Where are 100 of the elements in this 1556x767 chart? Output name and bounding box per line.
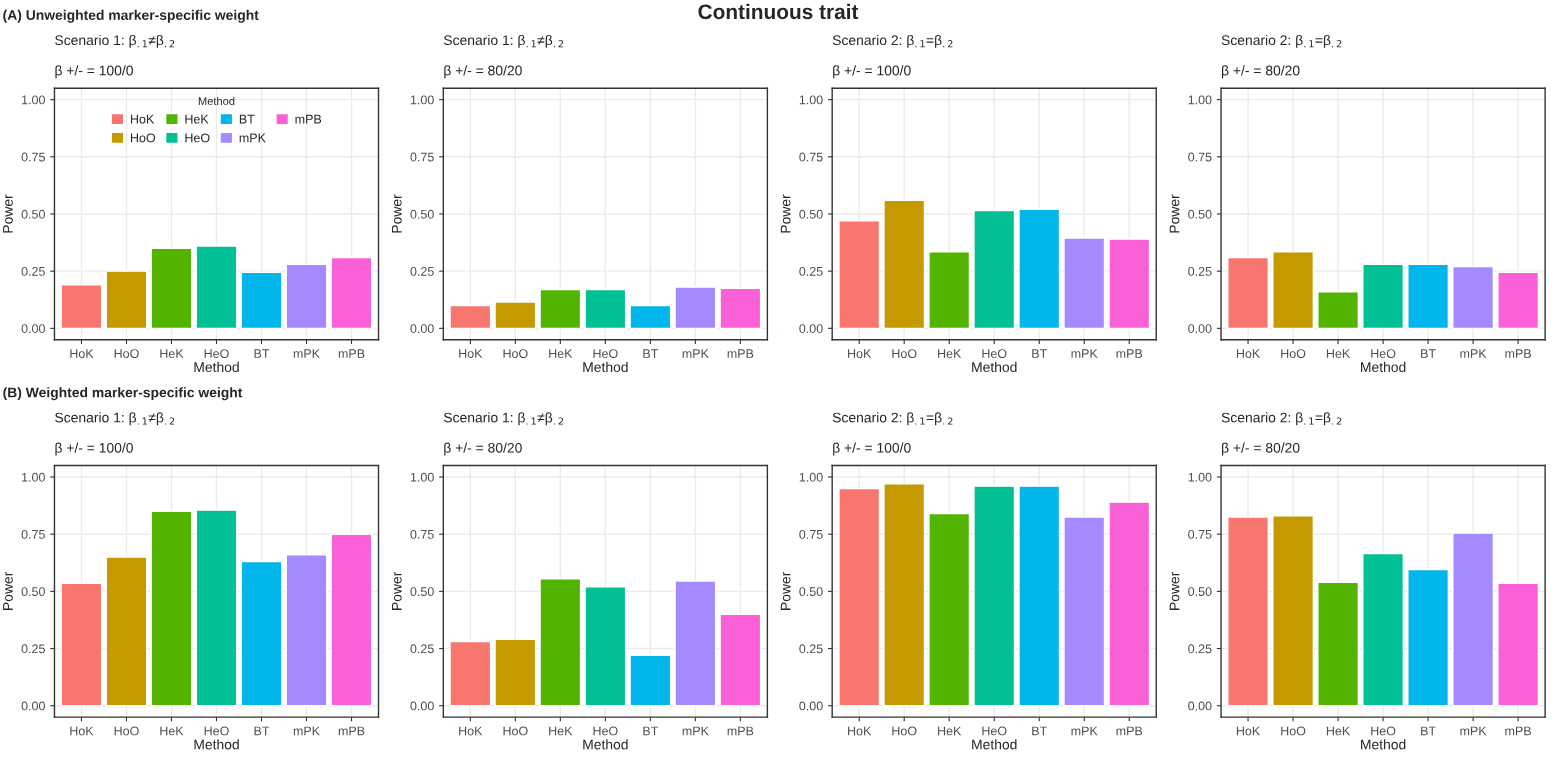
- y-axis-title: Power: [3, 571, 13, 610]
- x-tick-label: HoK: [848, 349, 872, 358]
- legend-title: Method: [198, 96, 235, 106]
- bar: [195, 509, 238, 707]
- bar: [330, 533, 373, 707]
- x-tick-label: HoK: [1236, 726, 1261, 736]
- x-tick-label: HeO: [204, 349, 229, 358]
- y-tick-label: 0.50: [1188, 209, 1212, 219]
- y-axis-title: Power: [1169, 571, 1180, 610]
- x-tick-label: mPK: [1071, 726, 1098, 736]
- x-axis-title: Method: [972, 361, 1017, 373]
- chart-subtitle: β +/- = 80/20: [444, 442, 522, 456]
- x-tick-label: HoO: [503, 726, 528, 736]
- y-axis-title: Power: [1169, 194, 1180, 233]
- y-tick-label: 1.00: [22, 472, 45, 482]
- x-tick-label: mPB: [727, 349, 754, 358]
- bar: [928, 251, 971, 330]
- x-tick-label: HoK: [1236, 349, 1261, 358]
- bar: [1362, 552, 1405, 707]
- y-axis-title: Power: [391, 194, 402, 233]
- bar: [105, 556, 148, 707]
- chart-title: Scenario 1: β$_{.1}$≠β$_{.2}$: [443, 412, 564, 426]
- y-tick-label: 0.25: [1188, 266, 1212, 276]
- x-tick-label: HoK: [459, 726, 483, 736]
- y-tick-label: 0.75: [799, 152, 823, 162]
- bar: [629, 654, 672, 707]
- legend-label: BT: [239, 114, 255, 124]
- y-axis-title: Power: [3, 194, 13, 233]
- x-tick-label: BT: [1421, 349, 1436, 358]
- chart-subtitle: β +/- = 100/0: [833, 65, 911, 79]
- bar: [719, 613, 762, 707]
- y-tick-label: 0.25: [799, 644, 823, 654]
- bar: [494, 638, 537, 707]
- bar: [1362, 263, 1405, 330]
- legend-label: mPK: [239, 133, 266, 143]
- x-tick-label: BT: [643, 726, 659, 736]
- y-tick-label: 1.00: [410, 95, 434, 105]
- y-tick-label: 0.00: [1188, 324, 1212, 333]
- y-tick-label: 0.00: [799, 701, 823, 711]
- chart-subtitle: β +/- = 80/20: [1222, 442, 1300, 456]
- chart-subtitle: β +/- = 100/0: [55, 65, 133, 79]
- bar: [1497, 271, 1540, 330]
- x-tick-label: mPB: [727, 726, 754, 736]
- bar: [1272, 251, 1315, 330]
- bar: [1018, 208, 1061, 330]
- bar: [1452, 265, 1495, 330]
- x-tick-label: HoO: [892, 349, 917, 358]
- x-axis-title: Method: [194, 361, 239, 373]
- x-tick-label: HeK: [938, 726, 962, 736]
- y-tick-label: 0.75: [21, 152, 45, 162]
- y-axis-title: Power: [780, 194, 791, 233]
- x-tick-label: HoK: [848, 726, 872, 736]
- x-tick-label: mPK: [293, 726, 320, 736]
- bar: [1317, 581, 1360, 707]
- x-tick-label: HeK: [1326, 349, 1351, 358]
- x-axis-title: Method: [583, 739, 628, 750]
- bar: [973, 209, 1016, 330]
- y-tick-label: 0.50: [21, 209, 45, 219]
- x-tick-label: mPK: [1071, 349, 1098, 358]
- y-tick-label: 0.50: [410, 587, 434, 597]
- x-tick-label: HeK: [160, 726, 184, 736]
- y-tick-label: 0.50: [410, 209, 434, 219]
- x-tick-label: mPB: [1505, 726, 1531, 736]
- y-tick-label: 1.00: [1188, 472, 1212, 482]
- bar: [629, 304, 672, 330]
- x-tick-label: HoO: [1281, 349, 1306, 358]
- x-tick-label: HoO: [503, 349, 528, 358]
- bar: [1063, 516, 1106, 707]
- x-axis-title: Method: [1361, 361, 1406, 373]
- y-tick-label: 1.00: [410, 472, 434, 482]
- x-axis-title: Method: [972, 739, 1017, 750]
- x-tick-label: HeO: [1371, 349, 1396, 358]
- bar: [285, 554, 328, 707]
- x-tick-label: HeO: [593, 349, 618, 358]
- y-tick-label: 1.00: [22, 95, 45, 105]
- bar: [838, 220, 881, 330]
- x-tick-label: HeO: [1371, 726, 1396, 736]
- y-tick-label: 1.00: [799, 472, 823, 482]
- chart-title: Scenario 1: β$_{.1}$≠β$_{.2}$: [55, 412, 175, 426]
- x-tick-label: HeO: [982, 349, 1007, 358]
- x-tick-label: mPB: [338, 349, 365, 358]
- y-tick-label: 0.50: [1188, 587, 1212, 597]
- x-tick-label: HeK: [938, 349, 962, 358]
- bar: [1407, 568, 1450, 707]
- y-tick-label: 0.00: [410, 324, 434, 333]
- legend-label: HoK: [130, 114, 155, 124]
- bar: [883, 483, 926, 707]
- chart-title: Scenario 2: β$_{.1}$=β$_{.2}$: [1221, 34, 1342, 48]
- chart-title: Scenario 1: β$_{.1}$≠β$_{.2}$: [55, 34, 175, 48]
- bar: [1063, 237, 1106, 330]
- y-tick-label: 0.00: [21, 701, 45, 711]
- bar: [1272, 515, 1315, 707]
- x-axis-title: Method: [583, 361, 628, 373]
- x-axis-title: Method: [194, 739, 239, 750]
- x-tick-label: BT: [1421, 726, 1436, 736]
- bar: [1108, 238, 1151, 330]
- chart-title: Scenario 2: β$_{.1}$=β$_{.2}$: [1221, 412, 1342, 426]
- y-tick-label: 0.50: [799, 209, 823, 219]
- legend-label: HeO: [185, 133, 210, 143]
- y-tick-label: 0.75: [1188, 529, 1212, 539]
